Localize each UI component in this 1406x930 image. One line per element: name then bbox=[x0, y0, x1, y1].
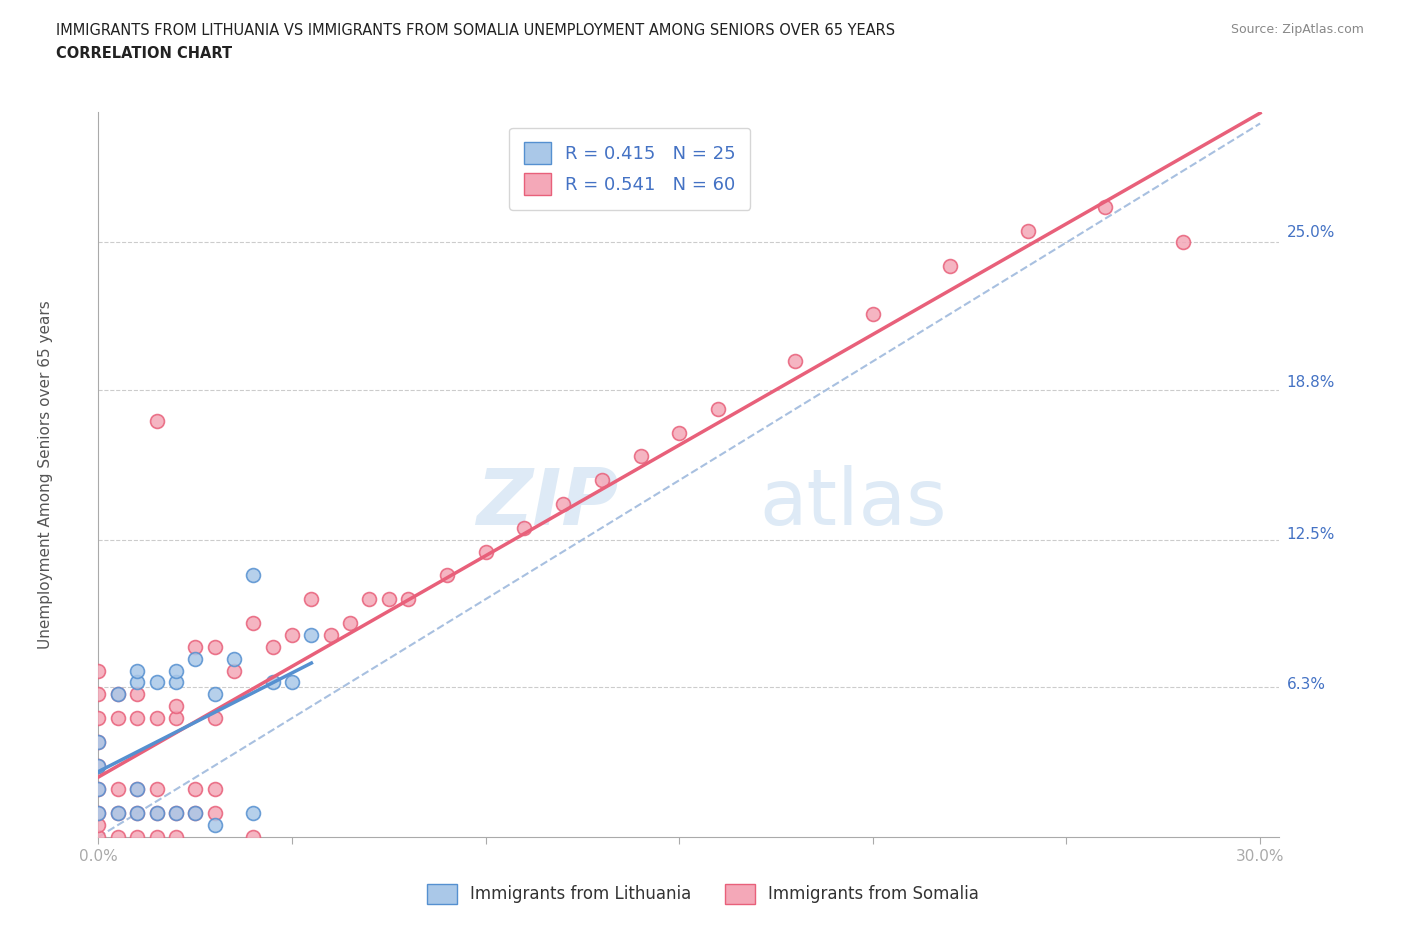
Point bbox=[204, 639, 226, 654]
Point bbox=[145, 805, 167, 820]
Point bbox=[127, 782, 149, 797]
Point bbox=[242, 568, 264, 583]
Point bbox=[87, 711, 110, 725]
Point bbox=[87, 735, 110, 750]
Point bbox=[87, 782, 110, 797]
Point bbox=[87, 758, 110, 773]
Point bbox=[396, 591, 419, 606]
Point bbox=[204, 687, 226, 702]
Point bbox=[184, 805, 207, 820]
Point bbox=[165, 830, 187, 844]
Point bbox=[165, 805, 187, 820]
Text: 25.0%: 25.0% bbox=[1286, 225, 1334, 240]
Point bbox=[242, 616, 264, 631]
Point bbox=[145, 782, 167, 797]
Point bbox=[87, 687, 110, 702]
Point bbox=[939, 259, 962, 273]
Point bbox=[262, 675, 284, 690]
Point bbox=[145, 805, 167, 820]
Point bbox=[184, 805, 207, 820]
Text: CORRELATION CHART: CORRELATION CHART bbox=[56, 46, 232, 61]
Point bbox=[242, 830, 264, 844]
Point bbox=[204, 817, 226, 832]
Point bbox=[165, 675, 187, 690]
Point bbox=[127, 675, 149, 690]
Point bbox=[378, 591, 401, 606]
Point bbox=[145, 413, 167, 428]
Point bbox=[551, 497, 574, 512]
Point bbox=[127, 711, 149, 725]
Point bbox=[107, 711, 129, 725]
Point bbox=[107, 782, 129, 797]
Point bbox=[785, 354, 807, 369]
Point bbox=[862, 306, 884, 321]
Point bbox=[165, 805, 187, 820]
Text: 12.5%: 12.5% bbox=[1286, 527, 1334, 542]
Point bbox=[165, 711, 187, 725]
Point bbox=[107, 687, 129, 702]
Point bbox=[87, 805, 110, 820]
Text: Source: ZipAtlas.com: Source: ZipAtlas.com bbox=[1230, 23, 1364, 36]
Text: IMMIGRANTS FROM LITHUANIA VS IMMIGRANTS FROM SOMALIA UNEMPLOYMENT AMONG SENIORS : IMMIGRANTS FROM LITHUANIA VS IMMIGRANTS … bbox=[56, 23, 896, 38]
Point bbox=[204, 711, 226, 725]
Point bbox=[127, 663, 149, 678]
Point bbox=[222, 651, 245, 666]
Point bbox=[87, 830, 110, 844]
Point bbox=[299, 591, 322, 606]
Point bbox=[591, 472, 613, 487]
Text: ZIP: ZIP bbox=[475, 465, 619, 541]
Point bbox=[1094, 199, 1116, 214]
Point bbox=[436, 568, 458, 583]
Point bbox=[165, 663, 187, 678]
Point bbox=[513, 521, 536, 536]
Text: 6.3%: 6.3% bbox=[1286, 677, 1326, 692]
Point bbox=[87, 735, 110, 750]
Point bbox=[262, 639, 284, 654]
Point bbox=[87, 782, 110, 797]
Point bbox=[242, 805, 264, 820]
Point bbox=[127, 805, 149, 820]
Point bbox=[87, 758, 110, 773]
Legend: R = 0.415   N = 25, R = 0.541   N = 60: R = 0.415 N = 25, R = 0.541 N = 60 bbox=[509, 128, 751, 210]
Point bbox=[319, 628, 342, 643]
Text: Unemployment Among Seniors over 65 years: Unemployment Among Seniors over 65 years bbox=[38, 300, 53, 649]
Point bbox=[107, 830, 129, 844]
Point bbox=[204, 782, 226, 797]
Point bbox=[127, 687, 149, 702]
Legend: Immigrants from Lithuania, Immigrants from Somalia: Immigrants from Lithuania, Immigrants fr… bbox=[419, 875, 987, 912]
Point bbox=[184, 782, 207, 797]
Point bbox=[359, 591, 381, 606]
Point bbox=[474, 544, 496, 559]
Point bbox=[87, 663, 110, 678]
Point bbox=[127, 782, 149, 797]
Point bbox=[165, 698, 187, 713]
Point bbox=[87, 817, 110, 832]
Text: atlas: atlas bbox=[759, 465, 948, 541]
Point bbox=[281, 675, 304, 690]
Point bbox=[707, 402, 730, 417]
Point bbox=[87, 805, 110, 820]
Point bbox=[184, 651, 207, 666]
Point bbox=[204, 805, 226, 820]
Point bbox=[127, 805, 149, 820]
Point bbox=[281, 628, 304, 643]
Point bbox=[107, 805, 129, 820]
Text: 18.8%: 18.8% bbox=[1286, 375, 1334, 390]
Point bbox=[1171, 235, 1194, 250]
Point bbox=[1017, 223, 1039, 238]
Point bbox=[145, 675, 167, 690]
Point bbox=[339, 616, 361, 631]
Point bbox=[299, 628, 322, 643]
Point bbox=[630, 449, 652, 464]
Point bbox=[184, 639, 207, 654]
Point bbox=[145, 711, 167, 725]
Point bbox=[107, 805, 129, 820]
Point bbox=[668, 425, 690, 440]
Point bbox=[222, 663, 245, 678]
Point bbox=[145, 830, 167, 844]
Point bbox=[107, 687, 129, 702]
Point bbox=[127, 830, 149, 844]
